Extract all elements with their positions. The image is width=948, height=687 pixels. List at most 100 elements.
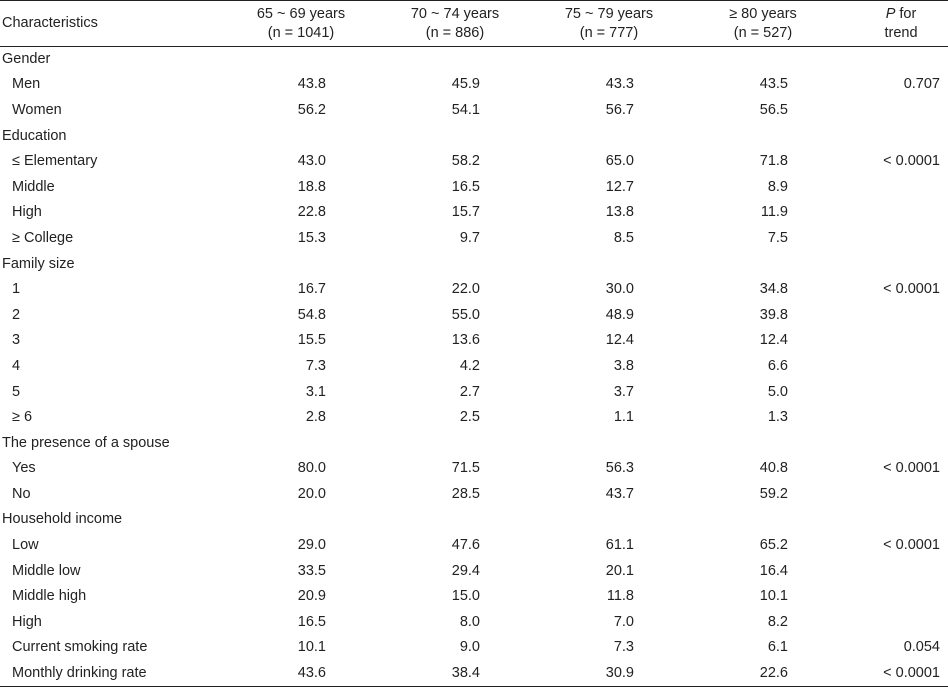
category-label: Gender (2, 51, 51, 68)
value-cell: 43.3 (605, 76, 634, 93)
value-cell: 10.1 (297, 639, 326, 656)
row-label: 2 (12, 306, 21, 323)
p-value-cell (854, 200, 948, 226)
header-group-70-74: 70 ~ 74 years (n = 886) (392, 0, 546, 47)
p-value-cell (854, 226, 948, 252)
value-cell: 5.0 (767, 383, 788, 400)
value-cell: 16.5 (451, 178, 480, 195)
value-cell: 43.5 (759, 76, 788, 93)
table-row: Middle high 20.9 15.0 11.8 10.1 (0, 584, 948, 610)
value-cell: 9.7 (459, 229, 480, 246)
row-label: Middle (12, 178, 55, 195)
value-cell: 59.2 (759, 485, 788, 502)
category-row: The presence of a spouse (0, 430, 948, 456)
row-label: High (12, 204, 42, 221)
value-cell: 11.9 (760, 204, 788, 221)
header-p-for-trend: P for trend (854, 0, 948, 47)
p-value-cell (854, 558, 948, 584)
value-cell: 9.0 (459, 639, 480, 656)
value-cell: 8.9 (767, 178, 788, 195)
table-row: Women 56.2 54.1 56.7 56.5 (0, 98, 948, 124)
category-label: Education (2, 127, 67, 144)
value-cell: 20.1 (605, 562, 634, 579)
value-cell: 20.0 (297, 485, 326, 502)
value-cell: 55.0 (451, 306, 480, 323)
table-row: 4 7.3 4.2 3.8 6.6 (0, 354, 948, 380)
value-cell: 47.6 (451, 537, 480, 554)
category-label: Household income (2, 511, 123, 528)
value-cell: 8.5 (613, 229, 634, 246)
header-group-label: 65 ~ 69 years (256, 5, 346, 22)
table-row: ≥ 6 2.8 2.5 1.1 1.3 (0, 405, 948, 431)
value-cell: 22.6 (700, 660, 854, 687)
value-cell: 12.4 (759, 332, 788, 349)
p-value-cell (854, 405, 948, 431)
value-cell: 7.0 (613, 613, 634, 630)
value-cell: 6.1 (767, 639, 788, 656)
value-cell: 43.7 (605, 485, 634, 502)
value-cell: 71.5 (451, 460, 480, 477)
p-value-cell (854, 610, 948, 636)
value-cell: 13.6 (451, 332, 480, 349)
header-group-label: ≥ 80 years (729, 5, 797, 22)
table-row: Current smoking rate 10.1 9.0 7.3 6.1 0.054 (0, 635, 948, 661)
value-cell: 80.0 (297, 460, 326, 477)
value-cell: 3.8 (613, 357, 634, 374)
table-row: 3 15.5 13.6 12.4 12.4 (0, 328, 948, 354)
value-cell: 20.9 (297, 588, 326, 605)
value-cell: 29.4 (451, 562, 480, 579)
value-cell: 15.3 (297, 229, 326, 246)
value-cell: 30.9 (546, 660, 700, 687)
row-label: Middle low (12, 562, 81, 579)
row-label: Monthly drinking rate (0, 660, 238, 687)
p-value-cell: 0.707 (903, 76, 940, 93)
row-label: 3 (12, 332, 21, 349)
value-cell: 43.8 (297, 76, 326, 93)
value-cell: 43.6 (238, 660, 392, 687)
value-cell: 18.8 (297, 178, 326, 195)
table-row: Middle low 33.5 29.4 20.1 16.4 (0, 558, 948, 584)
category-row: Family size (0, 251, 948, 277)
row-label: Current smoking rate (12, 639, 148, 656)
row-label: 5 (12, 383, 21, 400)
header-p-line2: trend (884, 24, 918, 41)
table-row: 5 3.1 2.7 3.7 5.0 (0, 379, 948, 405)
row-label: ≥ College (12, 229, 74, 246)
table-row: High 16.5 8.0 7.0 8.2 (0, 610, 948, 636)
header-group-label: 75 ~ 79 years (564, 5, 654, 22)
value-cell: 2.8 (305, 409, 326, 426)
value-cell: 38.4 (392, 660, 546, 687)
p-value-cell (854, 584, 948, 610)
category-row: Education (0, 123, 948, 149)
value-cell: 3.1 (305, 383, 326, 400)
p-value-cell (854, 354, 948, 380)
p-value-cell: 0.054 (903, 639, 940, 656)
value-cell: 22.8 (297, 204, 326, 221)
value-cell: 28.5 (451, 485, 480, 502)
value-cell: 13.8 (605, 204, 634, 221)
table-row: 2 54.8 55.0 48.9 39.8 (0, 302, 948, 328)
value-cell: 15.0 (451, 588, 480, 605)
row-label: 4 (12, 357, 21, 374)
value-cell: 1.3 (767, 409, 788, 426)
value-cell: 8.0 (459, 613, 480, 630)
row-label: No (12, 485, 31, 502)
p-value-cell (854, 379, 948, 405)
table-row: Low 29.0 47.6 61.1 65.2 < 0.0001 (0, 533, 948, 559)
value-cell: 12.4 (605, 332, 634, 349)
header-group-n: (n = 1041) (267, 24, 335, 41)
row-label: ≥ 6 (12, 409, 33, 426)
header-p-italic: P (885, 5, 896, 22)
row-label: Low (12, 537, 39, 554)
value-cell: 15.7 (451, 204, 480, 221)
category-row: Household income (0, 507, 948, 533)
table-row: Middle 18.8 16.5 12.7 8.9 (0, 174, 948, 200)
value-cell: 56.3 (605, 460, 634, 477)
p-value-cell: < 0.0001 (883, 281, 940, 298)
value-cell: 6.6 (767, 357, 788, 374)
table-row: ≥ College 15.3 9.7 8.5 7.5 (0, 226, 948, 252)
p-value-cell (854, 302, 948, 328)
value-cell: 30.0 (605, 281, 634, 298)
header-characteristics: Characteristics (0, 0, 238, 47)
value-cell: 56.2 (297, 101, 326, 118)
